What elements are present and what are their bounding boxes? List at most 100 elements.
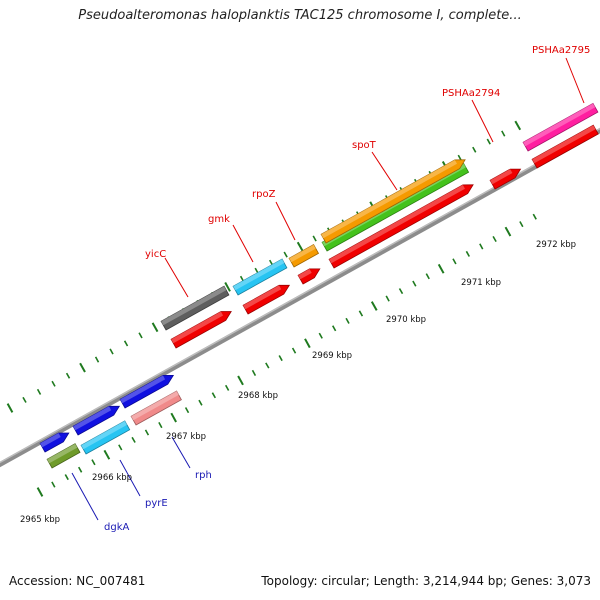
tick-mark [492, 236, 497, 242]
gene-label-pshaa2794[interactable]: PSHAa2794 [442, 88, 500, 99]
label-connectors [71, 57, 585, 521]
tick-mark [504, 226, 512, 237]
tick-mark [370, 301, 378, 311]
tick-mark [437, 263, 445, 274]
blue-feature-1 [39, 432, 70, 453]
orange-feature-rpoZ [288, 244, 320, 268]
tick-mark [64, 474, 69, 481]
orange-feature-spoT [320, 159, 466, 244]
blue-feature-2-body [72, 405, 121, 436]
tick-mark [291, 347, 297, 354]
connector-PSHAa2794 [471, 99, 494, 143]
map-title: Pseudoalteromonas haloplanktis TAC125 ch… [78, 8, 522, 23]
tick-mark [78, 466, 83, 473]
pink-feature-rph [130, 390, 182, 426]
magenta-feature-2795 [522, 102, 599, 152]
gene-label-dgka[interactable]: dgkA [104, 522, 129, 533]
tick-mark [465, 250, 470, 257]
gene-label-spot[interactable]: spoT [352, 140, 377, 151]
accession-label: Accession: NC_007481 [9, 574, 146, 588]
tick-mark [123, 340, 129, 347]
tick-mark [479, 243, 484, 250]
tick-mark [131, 436, 136, 443]
red-feature-2-body [242, 284, 291, 315]
tick-mark [398, 288, 404, 295]
blue-feature-2 [72, 405, 121, 436]
scale-label: 2967 kbp [166, 432, 206, 442]
tick-mark [144, 429, 150, 436]
gene-label-pshaa2795[interactable]: PSHAa2795 [532, 45, 590, 56]
gene-label-rpoz[interactable]: rpoZ [252, 189, 276, 200]
red-feature-2794 [489, 168, 522, 190]
gene-labels: dgkA pyrE rph yicC gmk rpoZ spoT PSHAa2794 PSHAa… [104, 45, 590, 533]
tick-mark [198, 399, 203, 406]
tick-mark [385, 295, 390, 302]
tick-mark [318, 332, 323, 339]
tick-mark [304, 338, 311, 349]
tick-mark [278, 355, 283, 362]
tick-mark [91, 459, 96, 466]
red-feature-2795 [531, 124, 599, 169]
tick-mark [296, 241, 304, 252]
gene-label-rph[interactable]: rph [195, 470, 212, 481]
red-feature-2794-highlight [490, 169, 513, 185]
cyan-feature-gmk [232, 258, 288, 296]
gray-feature-yicC-highlight [161, 286, 227, 326]
gray-feature-yicC [160, 285, 230, 331]
tick-mark [22, 396, 27, 403]
cyan-feature-gmk-highlight [233, 259, 285, 291]
connector-yicC [164, 257, 189, 298]
gene-label-yicc[interactable]: yicC [145, 249, 166, 260]
red-feature-2 [242, 284, 291, 315]
tick-mark [224, 384, 230, 391]
red-feature-spoT [328, 184, 474, 269]
connector-dgkA [71, 472, 99, 521]
gene-label-pyre[interactable]: pyrE [145, 498, 168, 509]
tick-mark [237, 375, 244, 386]
tick-mark [158, 422, 163, 429]
tick-mark [452, 258, 457, 265]
blue-feature-3-body [119, 374, 175, 409]
gene-features [39, 102, 599, 469]
tick-mark [79, 362, 86, 373]
tick-mark [51, 380, 56, 387]
tick-mark [265, 362, 270, 369]
tick-mark [532, 213, 537, 220]
tick-mark [36, 388, 42, 395]
tick-mark [118, 444, 123, 451]
blue-feature-1-body [39, 432, 70, 453]
tick-mark [65, 372, 71, 379]
red-feature-2795-highlight [532, 125, 596, 164]
scale-label: 2969 kbp [312, 351, 352, 361]
tick-mark [138, 332, 143, 339]
connector-pyrE [119, 459, 141, 497]
tick-mark [358, 310, 364, 317]
blue-feature-3-highlight [120, 375, 166, 404]
red-feature-1-highlight [171, 311, 224, 344]
tick-mark [103, 449, 111, 460]
orange-feature-spoT-highlight [321, 159, 457, 239]
tick-mark [251, 369, 257, 376]
tick-mark [109, 348, 114, 355]
gene-label-gmk[interactable]: gmk [208, 214, 230, 225]
tick-mark [6, 403, 14, 413]
pink-feature-rph-highlight [131, 391, 179, 421]
tick-mark [36, 487, 44, 497]
tick-mark [425, 273, 430, 280]
tick-mark [501, 130, 506, 137]
red-feature-2-highlight [243, 285, 282, 310]
tick-mark [514, 120, 522, 131]
tick-mark [345, 317, 350, 324]
red-feature-1-body [170, 311, 232, 349]
blue-feature-1-highlight [40, 433, 61, 448]
magenta-feature-2795-highlight [523, 103, 596, 147]
blue-feature-3 [119, 374, 175, 409]
cyan-feature-pyrE [80, 420, 131, 455]
tick-mark [184, 407, 190, 414]
red-feature-spoT-highlight [329, 184, 465, 264]
tick-mark [51, 481, 56, 488]
scale-label: 2971 kbp [461, 278, 501, 288]
tick-mark [211, 392, 216, 399]
